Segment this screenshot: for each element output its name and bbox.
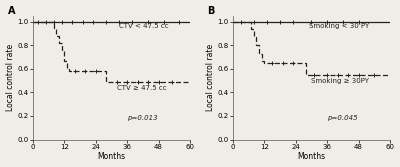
Text: B: B [208, 6, 215, 16]
X-axis label: Months: Months [97, 152, 126, 161]
Text: p=0.045: p=0.045 [327, 115, 358, 121]
Text: CTV ≥ 47.5 cc: CTV ≥ 47.5 cc [116, 85, 166, 91]
Text: p=0.013: p=0.013 [127, 115, 158, 121]
X-axis label: Months: Months [297, 152, 326, 161]
Y-axis label: Local control rate: Local control rate [206, 44, 214, 111]
Text: Smoking ≥ 30PY: Smoking ≥ 30PY [311, 78, 369, 84]
Text: CTV < 47.5 cc: CTV < 47.5 cc [119, 23, 169, 29]
Text: Smoking < 30 PY: Smoking < 30 PY [309, 23, 369, 29]
Text: A: A [8, 6, 15, 16]
Y-axis label: Local control rate: Local control rate [6, 44, 14, 111]
